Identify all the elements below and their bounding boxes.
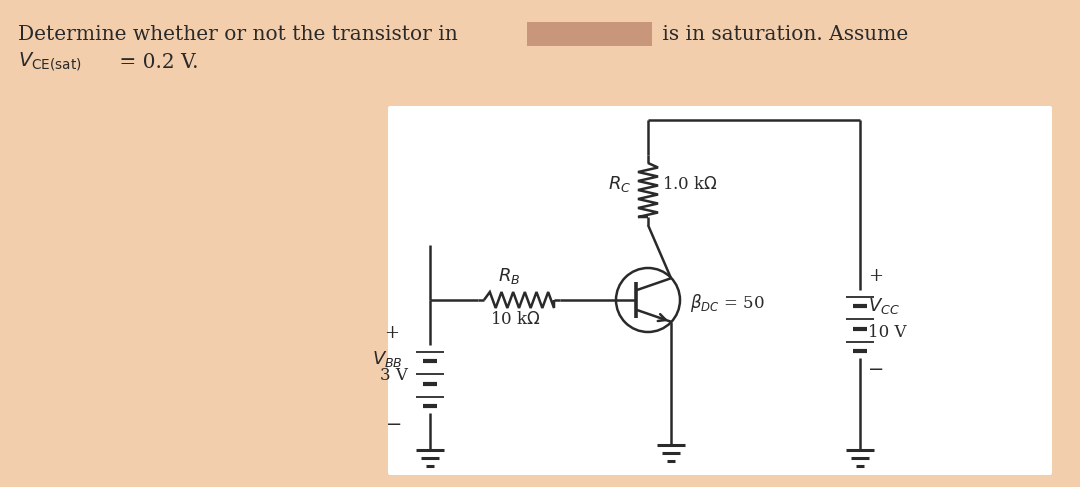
Text: $\beta_{DC}$ = 50: $\beta_{DC}$ = 50 [690, 292, 765, 314]
Text: 10 k$\Omega$: 10 k$\Omega$ [490, 312, 541, 329]
Text: 1.0 k$\Omega$: 1.0 k$\Omega$ [662, 176, 718, 193]
Text: +: + [384, 324, 399, 342]
Text: −: − [868, 361, 885, 379]
Text: $R_B$: $R_B$ [498, 266, 521, 286]
Text: $R_C$: $R_C$ [608, 174, 632, 194]
Text: −: − [386, 416, 403, 434]
Text: $V_{\mathsf{CE(sat)}}$: $V_{\mathsf{CE(sat)}}$ [18, 51, 82, 73]
FancyBboxPatch shape [527, 22, 652, 46]
FancyBboxPatch shape [388, 106, 1052, 475]
Text: 3 V: 3 V [380, 367, 408, 384]
Text: +: + [868, 267, 883, 285]
Text: $V_{BB}$: $V_{BB}$ [372, 349, 403, 369]
Text: = 0.2 V.: = 0.2 V. [113, 53, 199, 72]
Text: 10 V: 10 V [868, 324, 906, 341]
Text: $V_{CC}$: $V_{CC}$ [868, 296, 900, 316]
Text: is in saturation. Assume: is in saturation. Assume [656, 25, 908, 44]
Text: Determine whether or not the transistor in: Determine whether or not the transistor … [18, 25, 458, 44]
